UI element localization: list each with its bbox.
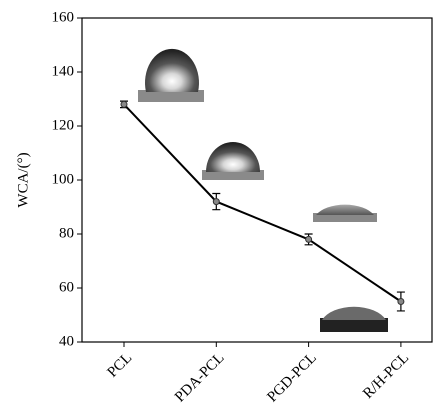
x-tick-label: PGD-PCL [264,350,320,406]
data-line [123,103,402,303]
y-tick-label: 60 [59,279,74,295]
y-tick-label: 40 [59,333,74,349]
x-tick-label: PDA-PCL [172,350,228,406]
y-axis-label: WCA/(°) [15,152,31,207]
y-tick-label: 120 [52,117,75,133]
data-point [120,100,128,108]
y-tick-label: 100 [52,171,75,187]
x-tick-label: R/H-PCL [360,350,412,402]
x-tick-label: PCL [104,350,135,381]
data-point [305,235,313,243]
y-tick-label: 140 [52,63,75,79]
droplet-images [138,48,388,332]
y-tick-label: 80 [59,225,74,241]
data-point [212,198,220,206]
y-tick-label: 160 [52,9,75,25]
data-point [397,298,405,305]
